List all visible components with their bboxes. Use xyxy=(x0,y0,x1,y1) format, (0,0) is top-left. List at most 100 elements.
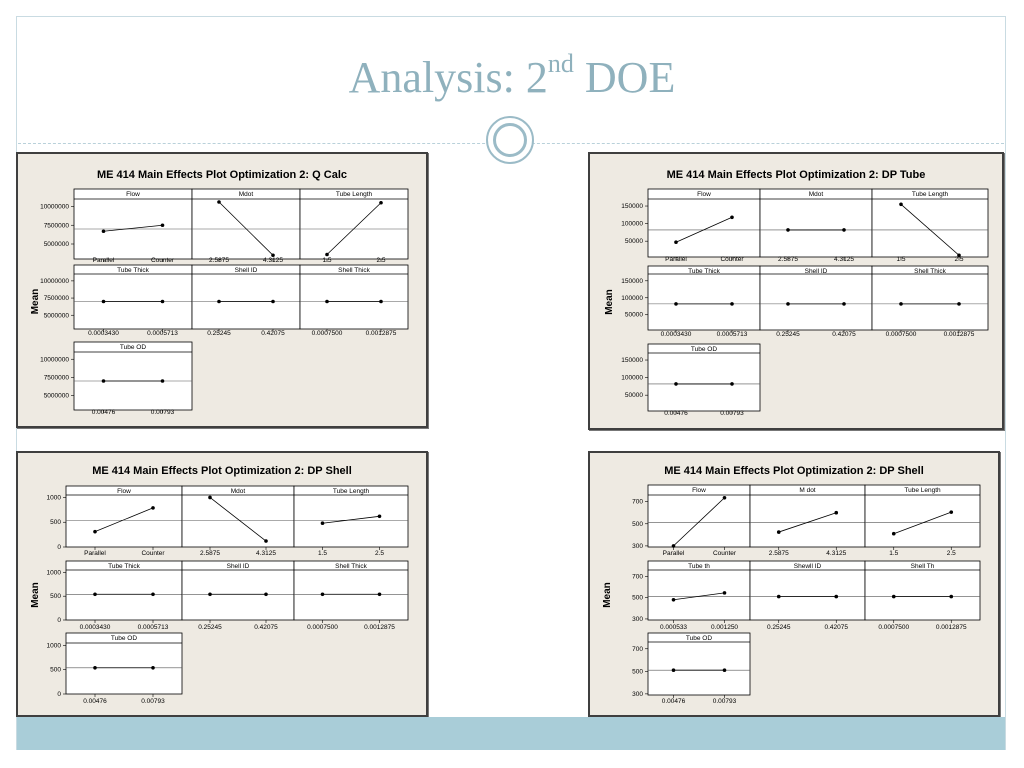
x-tick-label: 0.42075 xyxy=(832,331,856,338)
effect-point xyxy=(320,521,325,526)
effect-point xyxy=(93,665,97,670)
effect-line xyxy=(673,592,725,601)
effect-point xyxy=(208,592,212,597)
factor-subplot xyxy=(749,484,866,548)
slide-title: Analysis: 2nd DOE xyxy=(0,49,1024,103)
y-tick-label: 700 xyxy=(632,499,643,506)
chart-panel-dp-tube: ME 414 Main Effects Plot Optimization 2:… xyxy=(588,152,1004,430)
factor-label: Shell Th xyxy=(911,563,935,570)
x-tick-label: 0.001250 xyxy=(711,624,738,631)
x-tick-label: Counter xyxy=(713,550,737,557)
y-tick-label: 100000 xyxy=(621,375,643,382)
y-tick-label: 500 xyxy=(50,519,61,526)
x-tick-label: 0.00476 xyxy=(83,698,107,705)
effect-point xyxy=(730,302,734,306)
effect-point xyxy=(776,530,781,534)
factor-subplot xyxy=(759,188,873,258)
effect-point xyxy=(151,665,155,670)
y-tick-label: 7500000 xyxy=(44,295,70,302)
effect-point xyxy=(899,302,903,306)
factor-subplot xyxy=(293,560,409,621)
effect-point xyxy=(671,544,676,548)
x-tick-label: 0.00793 xyxy=(720,410,744,417)
chart-panel-q-calc: ME 414 Main Effects Plot Optimization 2:… xyxy=(16,152,428,428)
factor-label: Flow xyxy=(692,487,706,494)
x-tick-label: 2.5 xyxy=(376,257,385,264)
factor-subplot xyxy=(191,188,301,260)
x-tick-label: 0.0005713 xyxy=(138,624,169,631)
effect-point xyxy=(379,200,383,205)
x-tick-label: 1.5 xyxy=(889,550,898,557)
factor-subplot xyxy=(293,485,409,548)
x-tick-label: 1.5 xyxy=(322,257,331,264)
effect-point xyxy=(264,539,268,543)
factor-label: Shell ID xyxy=(805,268,828,275)
y-tick-label: 700 xyxy=(632,573,643,580)
factor-subplot xyxy=(647,484,751,548)
factor-label: M dot xyxy=(799,487,815,494)
factor-subplot xyxy=(647,343,761,412)
factor-label: Tube Thick xyxy=(108,563,141,570)
x-tick-label: 2.5875 xyxy=(769,550,789,557)
effect-point xyxy=(842,228,846,232)
y-tick-label: 50000 xyxy=(625,238,643,245)
effect-line xyxy=(218,201,274,256)
main-effects-chart: ME 414 Main Effects Plot Optimization 2:… xyxy=(602,465,981,705)
effect-point xyxy=(160,299,165,304)
factor-subplot xyxy=(299,188,409,260)
y-tick-label: 100000 xyxy=(621,295,643,302)
effect-point xyxy=(151,592,155,597)
x-tick-label: 0.42075 xyxy=(254,624,278,631)
x-tick-label: 0.0003430 xyxy=(80,624,111,631)
effect-point xyxy=(101,229,106,234)
y-axis-label: Mean xyxy=(604,289,615,315)
factor-label: Tube Length xyxy=(904,487,941,494)
factor-label: Shewll ID xyxy=(794,563,822,570)
effect-point xyxy=(101,299,106,304)
y-tick-label: 150000 xyxy=(621,203,643,210)
effect-point xyxy=(151,506,155,510)
factor-subplot xyxy=(871,265,989,331)
y-tick-label: 1000 xyxy=(47,569,62,576)
effect-point xyxy=(722,591,727,595)
effect-point xyxy=(891,594,896,599)
factor-label: Tube Length xyxy=(336,191,373,198)
factor-subplot xyxy=(759,265,873,331)
factor-subplot xyxy=(73,341,193,411)
main-effects-chart: ME 414 Main Effects Plot Optimization 2:… xyxy=(30,465,409,705)
chart-title: ME 414 Main Effects Plot Optimization 2:… xyxy=(667,169,926,181)
x-tick-label: 0.25245 xyxy=(207,330,231,337)
y-tick-label: 700 xyxy=(632,646,643,653)
y-tick-label: 500 xyxy=(632,595,643,602)
effect-point xyxy=(786,302,790,306)
effect-point xyxy=(674,302,678,306)
effect-point xyxy=(377,592,382,597)
effect-point xyxy=(949,594,954,599)
bottom-accent-band xyxy=(17,717,1005,750)
effect-point xyxy=(722,668,727,672)
effect-line xyxy=(893,511,952,535)
effect-point xyxy=(674,240,678,245)
y-tick-label: 500 xyxy=(632,668,643,675)
factor-label: Tube OD xyxy=(120,344,146,351)
x-tick-label: Parallel xyxy=(84,550,106,557)
x-tick-label: 0.0005713 xyxy=(717,331,748,338)
x-tick-label: 0.25245 xyxy=(198,624,222,631)
x-tick-label: 0.00476 xyxy=(662,698,686,705)
effect-point xyxy=(160,379,165,383)
effect-point xyxy=(325,252,329,257)
factor-subplot xyxy=(191,264,301,330)
y-tick-label: 50000 xyxy=(625,312,643,319)
y-tick-label: 5000000 xyxy=(44,312,70,319)
factor-label: Tube Thick xyxy=(117,267,150,274)
y-tick-label: 0 xyxy=(57,617,61,624)
x-tick-label: 4.3125 xyxy=(834,256,854,263)
factor-label: Mdot xyxy=(239,191,254,198)
factor-label: Shell Thick xyxy=(335,563,367,570)
chart-title: ME 414 Main Effects Plot Optimization 2:… xyxy=(664,465,924,477)
y-tick-label: 300 xyxy=(632,691,643,698)
factor-subplot xyxy=(647,265,761,331)
y-tick-label: 150000 xyxy=(621,357,643,364)
y-tick-label: 7500000 xyxy=(44,374,70,381)
effect-line xyxy=(675,216,733,243)
